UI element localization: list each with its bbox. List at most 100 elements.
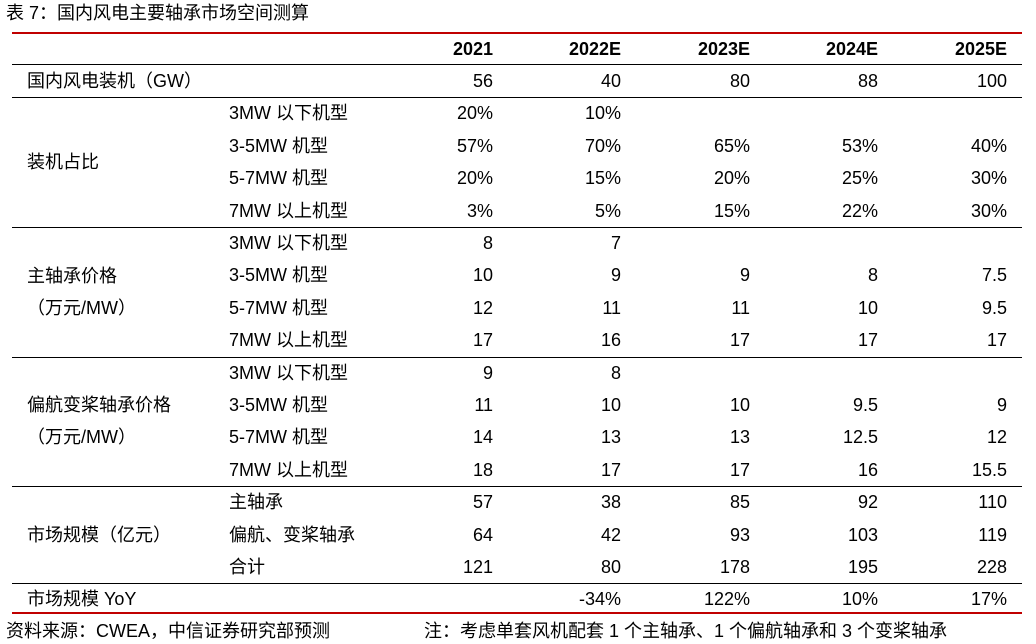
cell: 17 [729, 459, 750, 480]
row-label: 7MW 以上机型 [229, 459, 348, 480]
section-label: 主轴承价格 [27, 265, 117, 286]
section-rule [12, 227, 1022, 228]
cell: 65% [713, 135, 750, 156]
row-label: 7MW 以上机型 [229, 200, 348, 221]
cell: 228 [976, 557, 1007, 577]
cell: 20% [456, 103, 493, 124]
section-rule [12, 97, 1022, 99]
row-label: 5-7MW 机型 [229, 168, 328, 189]
section-rule [12, 583, 1022, 585]
cell: 195 [847, 557, 878, 577]
header-rule [12, 64, 1022, 65]
column-header: 2023E [697, 39, 750, 59]
section-rule [12, 356, 1022, 358]
cell: 119 [978, 524, 1007, 545]
cell: 7 [610, 233, 621, 253]
cell: 14 [472, 427, 493, 448]
cell: 92 [857, 492, 878, 513]
column-header: 2021 [452, 39, 493, 59]
cell: 70% [584, 135, 621, 156]
cell: 11 [474, 395, 493, 415]
row-label: 3MW 以下机型 [229, 233, 348, 253]
section-label: （万元/MW） [27, 297, 136, 318]
cell: 13 [600, 427, 621, 448]
cell: 9.5 [852, 395, 878, 415]
row-label: 3-5MW 机型 [229, 395, 328, 415]
cell: 25% [841, 168, 878, 189]
cell: 8 [867, 265, 878, 286]
cell: 10% [584, 103, 621, 124]
cell: 12 [986, 427, 1007, 448]
cell: 30% [970, 168, 1007, 189]
cell: 13 [729, 427, 750, 448]
column-header: 2024E [825, 39, 878, 59]
cell: 10 [472, 265, 493, 286]
cell: 110 [978, 492, 1007, 513]
column-header: 2025E [954, 39, 1007, 59]
cell: 30% [970, 200, 1007, 221]
cell: 17 [729, 330, 750, 351]
note: 注：考虑单套风机配套 1 个主轴承、1 个偏航轴承和 3 个变桨轴承 [424, 621, 948, 641]
cell: 15.5 [971, 459, 1007, 480]
section-label: 市场规模 YoY [27, 589, 137, 610]
cell: 64 [472, 524, 493, 545]
cell: 10% [841, 589, 878, 610]
row-label: 偏航、变桨轴承 [229, 524, 355, 545]
section-label: 国内风电装机（GW） [27, 71, 202, 91]
cell: 8 [610, 362, 621, 383]
cell: 9 [996, 395, 1007, 415]
cell: 88 [857, 71, 878, 91]
cell: 42 [600, 524, 621, 545]
cell: 10 [600, 395, 621, 415]
row-label: 7MW 以上机型 [229, 330, 348, 351]
caption: 表 7：国内风电主要轴承市场空间测算 [6, 3, 310, 23]
cell: 53% [841, 135, 878, 156]
cell: 20% [456, 168, 493, 189]
cell: 11 [731, 297, 750, 318]
section-label: 偏航变桨轴承价格 [27, 395, 171, 416]
cell: 56 [472, 71, 493, 91]
cell: 17 [986, 330, 1007, 351]
cell: 17 [472, 330, 493, 351]
cell: 17 [600, 459, 621, 480]
cell: 10 [729, 395, 750, 415]
row-label: 主轴承 [229, 492, 283, 513]
cell: 17 [857, 330, 878, 351]
cell: 57% [456, 135, 493, 156]
cell: 20% [713, 168, 750, 189]
cell: 17% [970, 589, 1007, 610]
cell: 5% [594, 200, 621, 221]
cell: 9 [482, 362, 493, 383]
cell: 100 [976, 71, 1007, 91]
cell: -34% [578, 589, 621, 610]
row-label: 合计 [229, 557, 265, 577]
cell: 22% [841, 200, 878, 221]
cell: 40 [600, 71, 621, 91]
cell: 9 [610, 265, 621, 286]
cell: 12.5 [842, 427, 878, 448]
cell: 15% [584, 168, 621, 189]
row-label: 5-7MW 机型 [229, 297, 328, 318]
source: 资料来源：CWEA，中信证券研究部预测 [6, 621, 330, 641]
cell: 7.5 [981, 265, 1007, 286]
cell: 103 [847, 524, 878, 545]
row-label: 3MW 以下机型 [229, 103, 348, 124]
top-rule [12, 32, 1022, 34]
row-label: 3MW 以下机型 [229, 362, 348, 383]
section-label: （万元/MW） [27, 427, 136, 448]
cell: 16 [857, 459, 878, 480]
cell: 10 [857, 297, 878, 318]
row-label: 3-5MW 机型 [229, 135, 328, 156]
cell: 57 [472, 492, 493, 513]
row-label: 5-7MW 机型 [229, 427, 328, 448]
row-label: 3-5MW 机型 [229, 265, 328, 286]
cell: 9.5 [981, 297, 1007, 318]
cell: 18 [472, 459, 493, 480]
cell: 15% [713, 200, 750, 221]
cell: 93 [729, 524, 750, 545]
cell: 38 [600, 492, 621, 513]
cell: 11 [602, 297, 621, 318]
section-rule [12, 486, 1022, 488]
bottom-rule [12, 612, 1022, 614]
